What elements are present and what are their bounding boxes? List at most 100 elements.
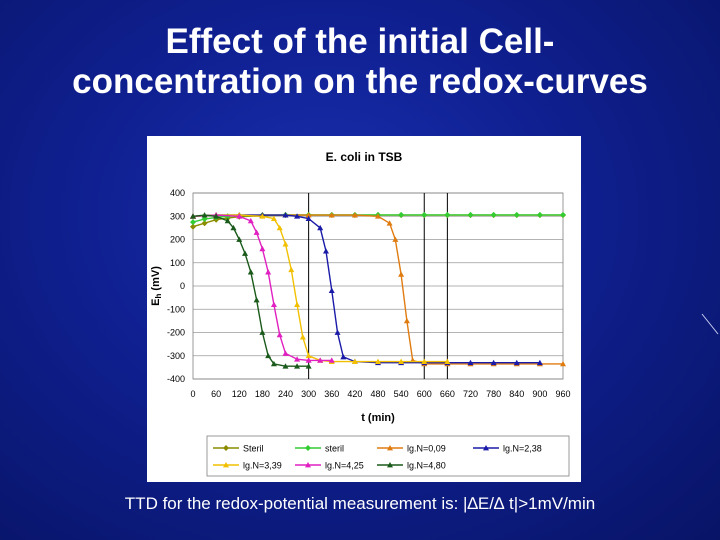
x-tick-label: 420 xyxy=(347,389,362,399)
data-point xyxy=(282,350,289,356)
y-tick-label: 400 xyxy=(170,188,185,198)
data-point xyxy=(305,462,311,468)
y-tick-label: -400 xyxy=(167,374,185,384)
y-tick-label: -200 xyxy=(167,328,185,338)
legend-item: lg.N=4,25 xyxy=(295,461,364,471)
data-point xyxy=(467,211,474,218)
data-point xyxy=(259,329,266,335)
chart-svg: E. coli in TSB 400 300 200 100 0 -100 -200 -300 -… xyxy=(147,136,581,482)
data-point xyxy=(259,245,266,252)
plot-area-border xyxy=(192,192,564,380)
data-point xyxy=(340,353,347,360)
data-point xyxy=(328,357,335,363)
data-point xyxy=(536,359,543,366)
data-point xyxy=(201,220,208,227)
data-point xyxy=(190,213,196,219)
legend-label: lg.N=4,80 xyxy=(407,461,446,471)
data-point xyxy=(288,266,295,273)
x-tick-label: 780 xyxy=(486,389,501,399)
y-tick-label: 100 xyxy=(170,258,185,268)
data-point xyxy=(305,363,312,369)
x-axis-label: t (min) xyxy=(361,412,395,424)
data-point xyxy=(513,359,520,366)
x-tick-label: 180 xyxy=(255,389,270,399)
legend-item: lg.N=4,80 xyxy=(377,461,446,471)
data-point xyxy=(513,211,520,218)
y-axis-label-unit: (mV) xyxy=(150,266,162,294)
chart-title: E. coli in TSB xyxy=(326,150,403,164)
data-point xyxy=(247,269,254,275)
data-point xyxy=(294,213,301,219)
data-point xyxy=(305,445,311,451)
data-point xyxy=(282,363,289,369)
x-tick-label: 480 xyxy=(370,389,385,399)
data-point xyxy=(282,241,289,247)
data-point xyxy=(351,358,358,364)
legend-label: steril xyxy=(325,444,344,454)
legend-label: lg.N=0,09 xyxy=(407,444,446,454)
data-point xyxy=(386,220,393,226)
legend-label: lg.N=3,39 xyxy=(243,461,282,471)
data-point xyxy=(201,216,208,223)
legend-item: lg.N=0,09 xyxy=(377,444,446,454)
data-point xyxy=(259,213,266,219)
data-point xyxy=(190,219,196,226)
redox-chart: E. coli in TSB 400 300 200 100 0 -100 -200 -300 -… xyxy=(147,136,581,482)
x-tick-label: 0 xyxy=(190,389,195,399)
data-point xyxy=(398,358,405,364)
decorative-line xyxy=(701,313,719,335)
legend-label: lg.N=4,25 xyxy=(325,461,364,471)
slide-title: Effect of the initial Cell- concentratio… xyxy=(0,22,720,102)
legend-item: lg.N=2,38 xyxy=(473,444,542,454)
data-point xyxy=(560,211,566,218)
data-point xyxy=(265,269,272,275)
data-point xyxy=(305,215,312,221)
data-point xyxy=(299,334,306,340)
data-point xyxy=(392,236,399,242)
data-point xyxy=(387,462,393,468)
data-point xyxy=(398,271,405,277)
y-tick-label: 200 xyxy=(170,235,185,245)
data-point xyxy=(294,356,301,362)
data-point xyxy=(398,211,405,218)
data-point xyxy=(247,217,254,224)
x-tick-label: 300 xyxy=(301,389,316,399)
y-tick-label: 0 xyxy=(180,281,185,291)
data-point xyxy=(270,215,277,221)
x-tick-label: 360 xyxy=(324,389,339,399)
data-point xyxy=(253,229,260,235)
data-point xyxy=(421,358,428,364)
legend-item: steril xyxy=(295,444,344,454)
data-point xyxy=(322,248,329,254)
data-point xyxy=(223,445,229,451)
data-point xyxy=(375,213,381,219)
data-point xyxy=(242,250,249,256)
slide-title-line-2: concentration on the redox-curves xyxy=(72,62,648,101)
data-point xyxy=(444,358,451,364)
x-tick-label: 240 xyxy=(278,389,293,399)
legend-box xyxy=(206,435,570,477)
y-tick-label: -300 xyxy=(167,351,185,361)
slide-title-line-1: Effect of the initial Cell- xyxy=(165,22,555,61)
data-point xyxy=(224,217,231,224)
data-point xyxy=(305,357,312,363)
legend-item: lg.N=3,39 xyxy=(213,461,282,471)
data-point xyxy=(270,301,277,307)
x-tick-label: 540 xyxy=(394,389,409,399)
x-tick-label: 660 xyxy=(440,389,455,399)
data-point xyxy=(265,352,272,359)
series-4 xyxy=(190,212,451,364)
data-point xyxy=(213,213,220,219)
data-point xyxy=(560,360,566,367)
x-tick-label: 840 xyxy=(509,389,524,399)
data-point xyxy=(490,211,497,218)
series-5 xyxy=(190,212,335,363)
data-point xyxy=(236,236,243,242)
legend-item: Steril xyxy=(213,444,264,454)
x-tick-label: 900 xyxy=(532,389,547,399)
data-point xyxy=(236,213,243,219)
data-point xyxy=(305,352,312,359)
data-point xyxy=(305,212,312,218)
data-point xyxy=(328,287,335,294)
data-point xyxy=(294,301,301,307)
